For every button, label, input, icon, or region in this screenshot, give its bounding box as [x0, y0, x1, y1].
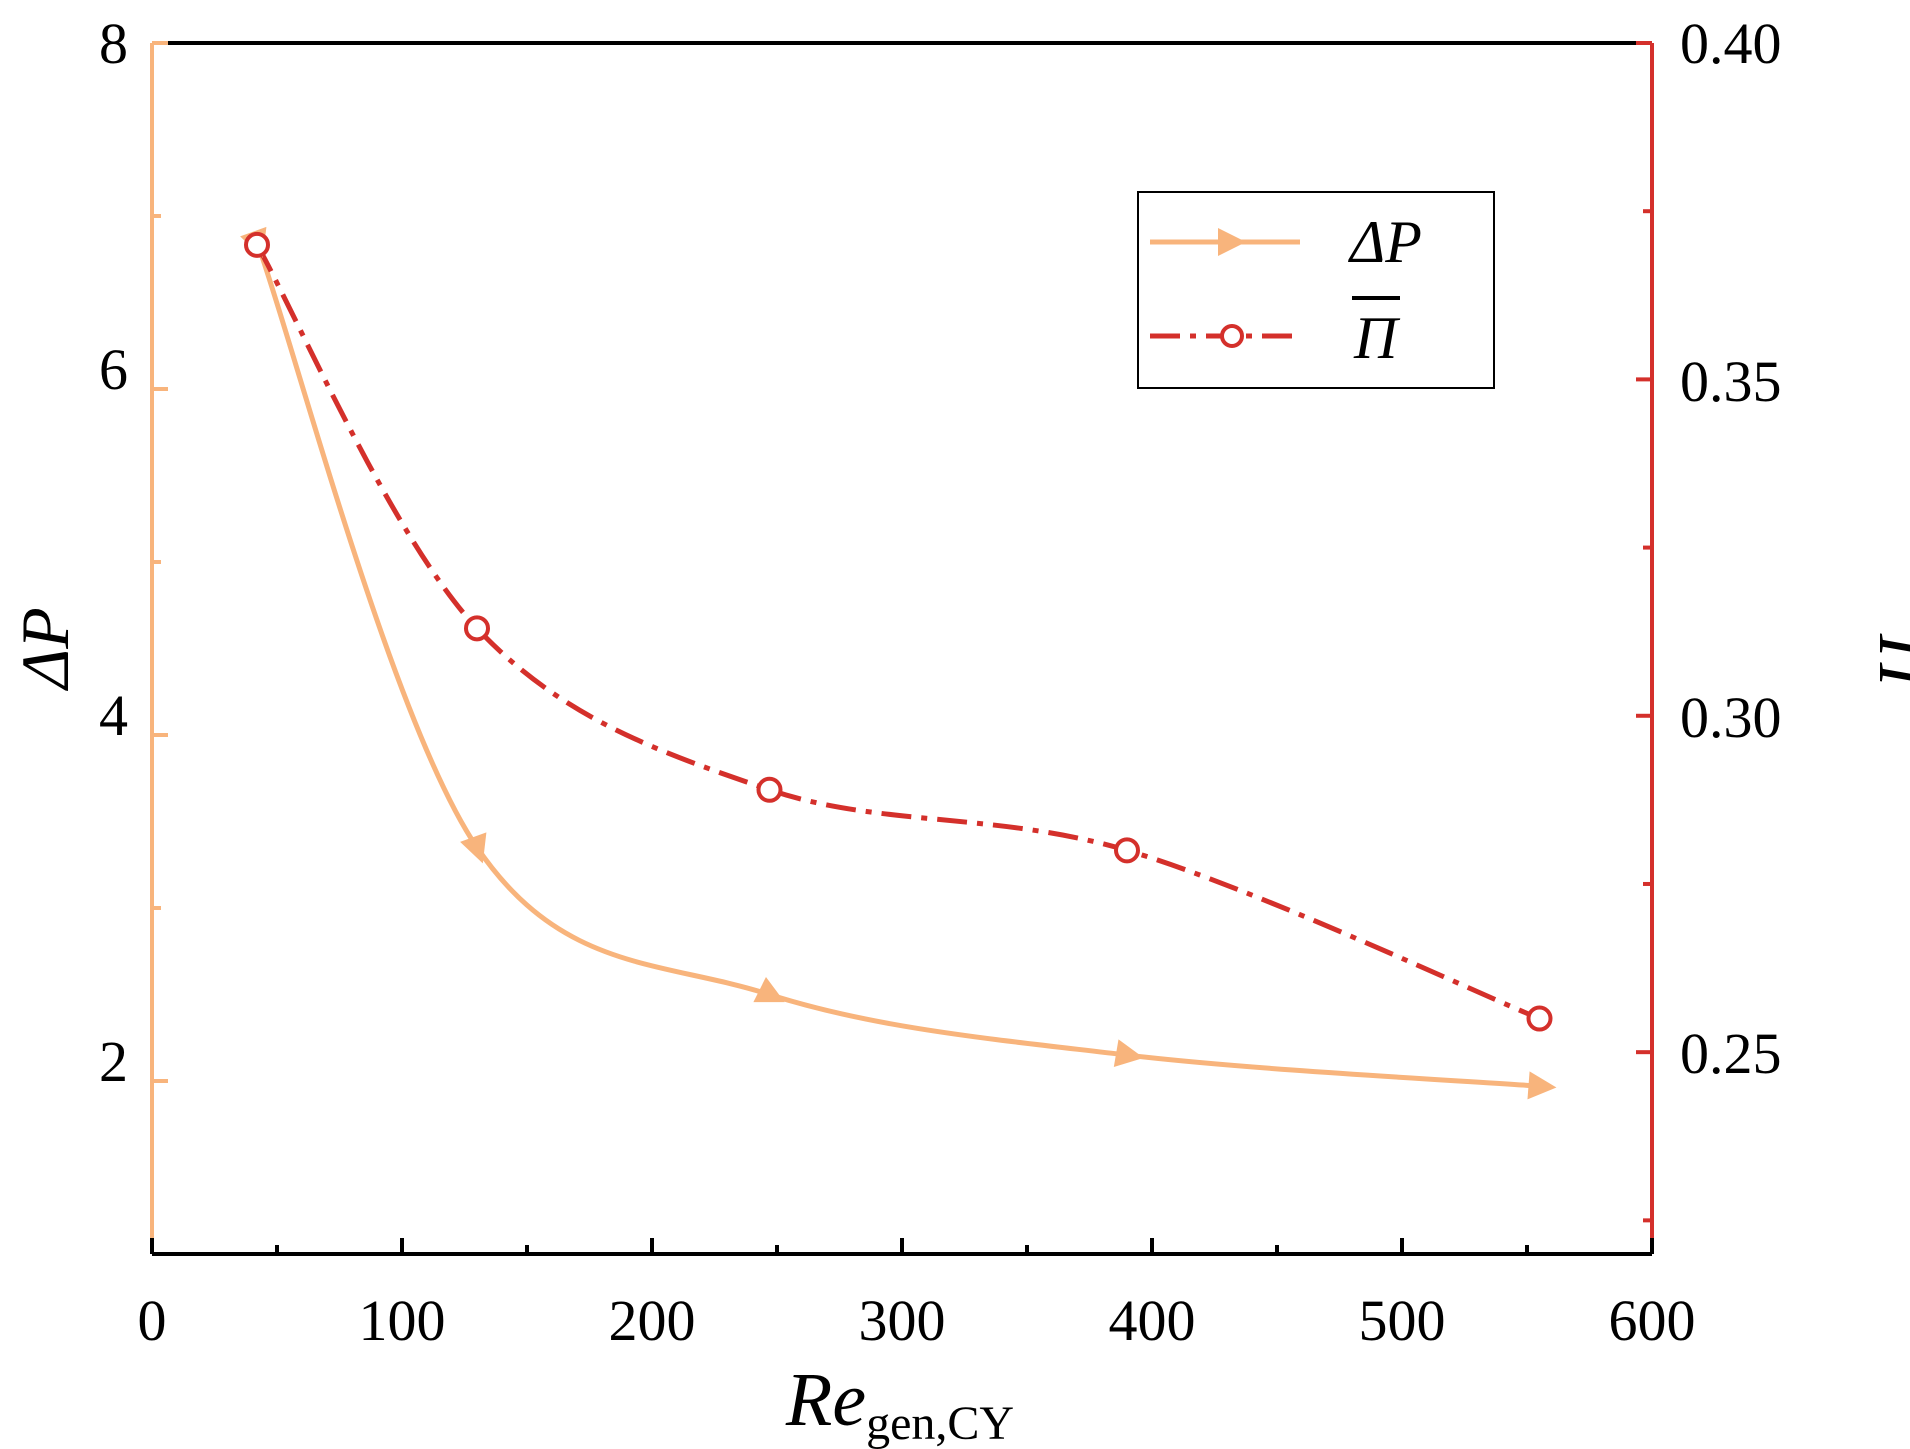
x-ticks [150, 1238, 1654, 1254]
left-y-tick-label: 4 [99, 683, 128, 748]
deltaP-point-marker [1527, 1071, 1557, 1100]
svg-text:Π: Π [1864, 633, 1910, 690]
deltaP-point-marker [753, 977, 785, 1003]
right-y-tick-label: 0.30 [1680, 685, 1782, 750]
x-tick-label: 400 [1109, 1288, 1196, 1353]
legend-box [1137, 191, 1495, 389]
x-tick-label: 0 [138, 1288, 167, 1353]
x-tick-label: 100 [359, 1288, 446, 1353]
series-pi-markers [244, 231, 1553, 1032]
left-y-tick-label: 6 [99, 337, 128, 402]
right-y-tick-label: 0.35 [1680, 349, 1782, 414]
right-y-tick-label: 0.25 [1680, 1021, 1782, 1086]
legend-marker-deltaP [1218, 228, 1246, 256]
deltaP-point-marker [1113, 1039, 1144, 1068]
pi-point-marker [244, 231, 270, 258]
x-tick-label: 200 [609, 1288, 696, 1353]
left-y-tick-label: 2 [99, 1029, 128, 1094]
left-y-tick-label: 8 [99, 11, 128, 76]
x-tick-label: 600 [1609, 1288, 1696, 1353]
x-axis-title: Regen,CY [785, 1358, 1014, 1449]
right-y-tick-label: 0.40 [1680, 11, 1782, 76]
series-pi-line [254, 243, 1541, 1021]
left-y-ticks [152, 41, 168, 1083]
legend: ΔP Π [1137, 191, 1495, 389]
pi-point-marker [1114, 837, 1140, 864]
right-y-axis-title: Π [1864, 633, 1910, 690]
legend-marker-pi [1220, 324, 1244, 348]
legend-label-pi: Π [1353, 305, 1401, 371]
x-tick-label: 300 [859, 1288, 946, 1353]
legend-label-deltaP: ΔP [1348, 209, 1422, 275]
left-y-axis-title: ΔP [7, 607, 83, 691]
series-deltaP-line [254, 241, 1540, 1089]
pi-point-marker [1526, 1005, 1553, 1032]
right-y-ticks [1636, 41, 1652, 1223]
deltaP-point-marker [460, 832, 487, 864]
pi-point-marker [756, 776, 783, 803]
x-tick-label: 500 [1359, 1288, 1446, 1353]
pi-point-marker [464, 615, 490, 642]
